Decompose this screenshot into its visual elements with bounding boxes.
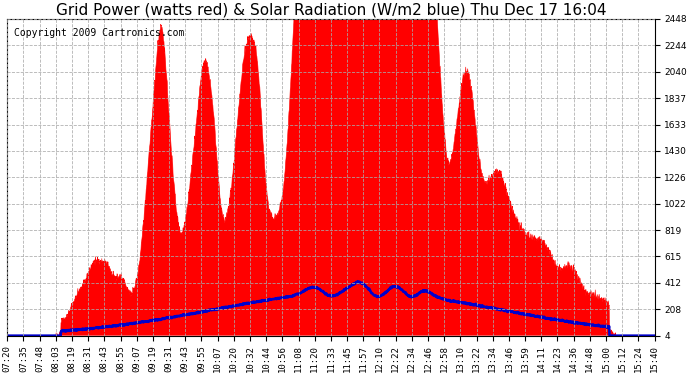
Text: Copyright 2009 Cartronics.com: Copyright 2009 Cartronics.com <box>14 28 184 39</box>
Title: Grid Power (watts red) & Solar Radiation (W/m2 blue) Thu Dec 17 16:04: Grid Power (watts red) & Solar Radiation… <box>56 3 606 18</box>
